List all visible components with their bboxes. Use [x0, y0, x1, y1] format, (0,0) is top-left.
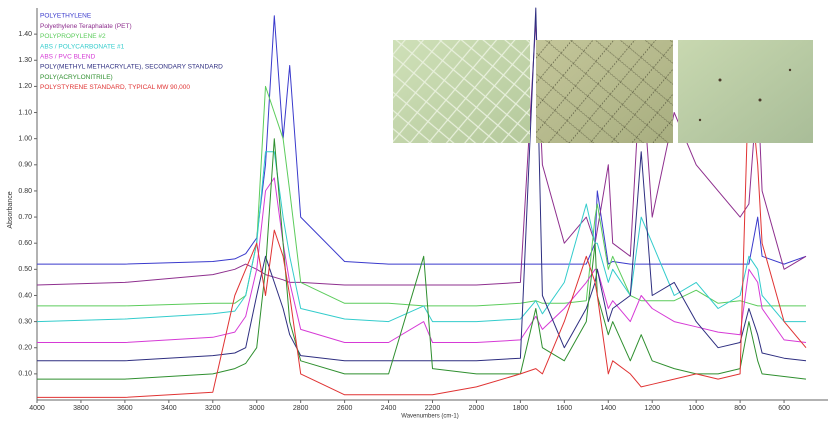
y-tick-label: 1.30: [18, 57, 32, 64]
series-line: [37, 177, 807, 343]
speck: [698, 118, 702, 122]
legend-entry: POLYETHYLENE: [40, 13, 92, 20]
x-tick-label: 3200: [205, 405, 221, 412]
x-tick-label: 1000: [688, 405, 704, 412]
legend-entry: POLYPROPYLENE #2: [40, 33, 106, 40]
y-tick-label: 0.90: [18, 162, 32, 169]
x-tick-label: 2000: [469, 405, 485, 412]
plot-area: [36, 7, 807, 398]
speck: [758, 98, 762, 102]
x-tick-label: 2400: [381, 405, 397, 412]
x-tick-label: 2600: [337, 405, 353, 412]
speck: [788, 68, 792, 72]
x-tick-label: 1400: [600, 405, 616, 412]
y-tick-label: 1.20: [18, 83, 32, 90]
y-tick-label: 0.10: [18, 371, 32, 378]
y-tick-label: 1.10: [18, 109, 32, 116]
x-tick-label: 3000: [249, 405, 265, 412]
inset-pattern: [393, 40, 530, 143]
x-tick-label: 1200: [644, 405, 660, 412]
series-line: [37, 85, 806, 307]
legend: POLYETHYLENE Polyethylene Teraphalate (PE…: [40, 13, 223, 91]
y-tick-label: 1.00: [18, 136, 32, 143]
speck: [718, 78, 722, 82]
series-line: [37, 7, 807, 362]
y-tick-label: 0.50: [18, 266, 32, 273]
x-tick-label: 3800: [73, 405, 89, 412]
x-axis-label: Wavenumbers (cm-1): [401, 414, 458, 420]
y-axis-label: Absorbance: [7, 191, 14, 228]
y-tick-label: 0.60: [18, 240, 32, 247]
x-tick-label: 4000: [29, 405, 45, 412]
x-tick-label: 1600: [557, 405, 573, 412]
x-tick-label: 3400: [161, 405, 177, 412]
y-tick-label: 0.20: [18, 345, 32, 352]
legend-entry: POLY(ACRYLONITRILE): [40, 74, 113, 81]
series-line: [37, 15, 807, 265]
legend-entry: POLY(METHYL METHACRYLATE), SECONDARY STA…: [40, 64, 223, 71]
x-tick-label: 1800: [513, 405, 529, 412]
x-tick-label: 3600: [117, 405, 133, 412]
series-line: [36, 151, 806, 323]
legend-entry: ABS / PVC BLEND: [40, 54, 96, 61]
y-tick-label: 0.30: [18, 318, 32, 325]
inset-image: [678, 40, 813, 143]
legend-entry: ABS / POLYCARBONATE #1: [40, 43, 125, 50]
x-tick-label: 2200: [425, 405, 441, 412]
x-tick-label: 600: [778, 405, 790, 412]
series-line: [37, 72, 807, 398]
x-tick-label: 800: [734, 405, 746, 412]
y-tick-label: 0.70: [18, 214, 32, 221]
inset-pattern: [536, 40, 673, 143]
y-tick-label: 0.40: [18, 292, 32, 299]
legend-entry: Polyethylene Teraphalate (PET): [40, 23, 132, 30]
y-tick-label: 0.80: [18, 188, 32, 195]
legend-entry: POLYSTYRENE STANDARD, TYPICAL MW 90,000: [40, 84, 190, 91]
x-tick-label: 2800: [293, 405, 309, 412]
series-line: [36, 20, 807, 286]
inset-images: [393, 40, 813, 143]
series-line: [37, 138, 807, 380]
y-tick-label: 1.40: [18, 31, 32, 38]
